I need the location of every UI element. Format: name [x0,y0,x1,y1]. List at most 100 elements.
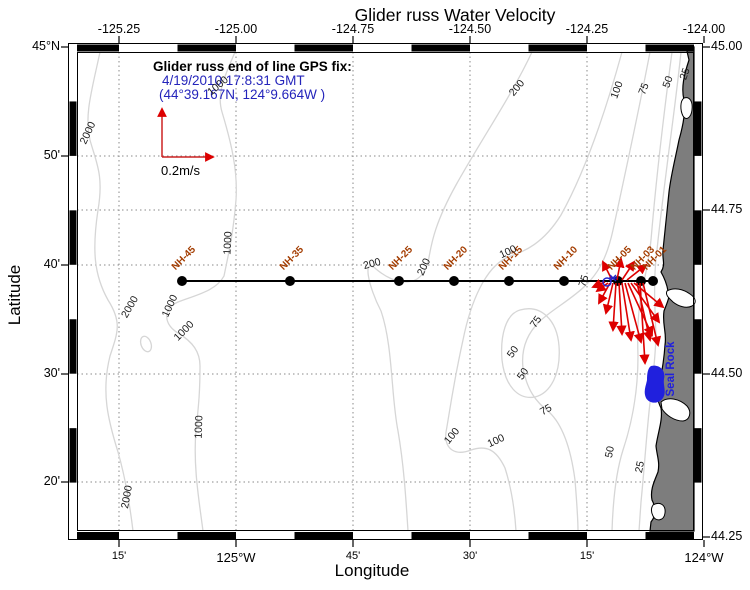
bathymetry-contours [87,51,682,532]
contour-depth-label: 25 [632,460,648,474]
velocity-vector-arrow [616,282,627,336]
frame-segment-bottom [528,532,587,539]
gps-fix-annotation-heading: Glider russ end of line GPS fix: [153,59,352,74]
gps-fix-circle-marker [602,277,612,287]
velocity-vector-arrow [602,260,613,281]
contour-50m [611,51,673,532]
y-axis-right-tick-label: 44.75 [711,202,743,216]
contour-50m-stonewall-bank [500,308,560,398]
coastal-inlets [651,97,696,521]
y-axis-right-tick-label: 45.00 [711,39,743,53]
x-axis-top-tick-label: -125.25 [97,22,141,36]
frame-segment-top [528,44,587,52]
gps-fix-star-marker [609,274,617,282]
y-axis-title: Latitude [5,264,24,326]
axis-ticks [61,36,710,547]
south-inlet [651,502,666,521]
velocity-vector-arrow [642,282,662,347]
velocity-vector-arrow [636,282,654,342]
frame-segment-right [694,428,702,483]
frame-segment-top [294,44,353,52]
frame-segment-top [77,44,119,52]
x-axis-bottom-tick-label: 124°W [684,550,724,565]
chart-title: Glider russ Water Velocity [354,5,556,25]
velocity-vector-arrow [639,282,650,365]
velocity-scale-arrows [157,107,215,162]
contour-100m [445,51,623,532]
velocity-vector-arrow [624,282,644,344]
contour-1000m-loop [139,335,153,353]
station-dot [648,276,658,286]
coastal-rock-inlet [680,97,693,119]
frame-segment-bottom [77,532,119,539]
yaquina-bay-inlet [666,288,696,308]
frame-segment-left [69,210,77,265]
frame-segment-right [694,319,702,374]
frame-segment-left [69,101,77,156]
velocity-vector-arrow [630,282,661,324]
seal-rock-place-label: Seal Rock [665,341,677,397]
velocity-scale-label: 0.2m/s [161,163,201,178]
x-axis-top-tick-label: -124.50 [448,22,492,36]
station-dot [394,276,404,286]
x-axis-bottom-tick-label: 30' [462,550,478,562]
frame-segment-left [69,319,77,374]
y-axis-left-tick-label: 45°N [32,39,60,53]
x-axis-top-tick-label: -124.00 [682,22,726,36]
x-axis-top-tick-label: -125.00 [214,22,258,36]
frame-segment-right [694,210,702,265]
contour-75m [521,51,651,532]
velocity-vector-arrow [614,257,625,281]
frame-segment-top [177,44,236,52]
station-dot [285,276,295,286]
frame-segment-bottom [645,532,694,539]
contour-depth-label: 50 [602,445,618,459]
grid-lines [77,52,694,531]
x-axis-bottom-tick-label: 125°W [216,550,256,565]
contour-200m [367,51,533,532]
x-axis-top-tick-label: -124.25 [565,22,609,36]
x-axis-title: Longitude [334,561,410,580]
gps-fix-annotation-time: 4/19/2010 17:8:31 GMT [162,73,305,88]
station-line-group [177,276,658,286]
contour-depth-label: 1000 [192,415,206,439]
contour-25m [638,51,682,532]
contour-depth-label: 1000 [221,231,235,255]
x-axis-bottom-tick-label: 15' [579,550,595,562]
y-axis-right-tick-label: 44.50 [711,366,743,380]
velocity-vector-arrow [602,282,614,315]
gps-fix-annotation-position: (44°39.167N, 124°9.664W ) [159,87,326,102]
map-frame [68,43,703,540]
station-dot [504,276,514,286]
y-axis-left-tick-label: 20' [43,474,60,488]
velocity-vector-arrow [627,282,654,337]
y-axis-left-tick-label: 50' [43,148,60,162]
station-dot [559,276,569,286]
frame-segment-top [645,44,694,52]
frame-segment-bottom [294,532,353,539]
seal-rock-marker-cluster [644,365,665,403]
x-axis-bottom-tick-label: 15' [111,550,127,562]
contour-2000m [87,51,134,532]
alsea-bay-inlet [660,398,691,422]
x-axis-top-tick-label: -124.75 [331,22,375,36]
gps-star-stroke [609,274,617,282]
x-axis-bottom-tick-label: 45' [345,550,361,562]
station-dot [177,276,187,286]
gps-fix-markers [602,274,617,287]
frame-segment-bottom [411,532,470,539]
velocity-vector-arrow [626,263,648,281]
frame-segment-right [694,101,702,156]
frame-segment-top [411,44,470,52]
contour-1000m [166,51,237,532]
velocity-vector-arrow [621,282,635,342]
y-axis-left-tick-label: 40' [43,257,60,271]
station-dot [449,276,459,286]
frame-segment-left [69,428,77,483]
y-axis-left-tick-label: 30' [43,366,60,380]
velocity-vector-arrow [608,282,619,332]
water-velocity-vectors [591,257,665,365]
velocity-vector-arrow [633,282,665,309]
